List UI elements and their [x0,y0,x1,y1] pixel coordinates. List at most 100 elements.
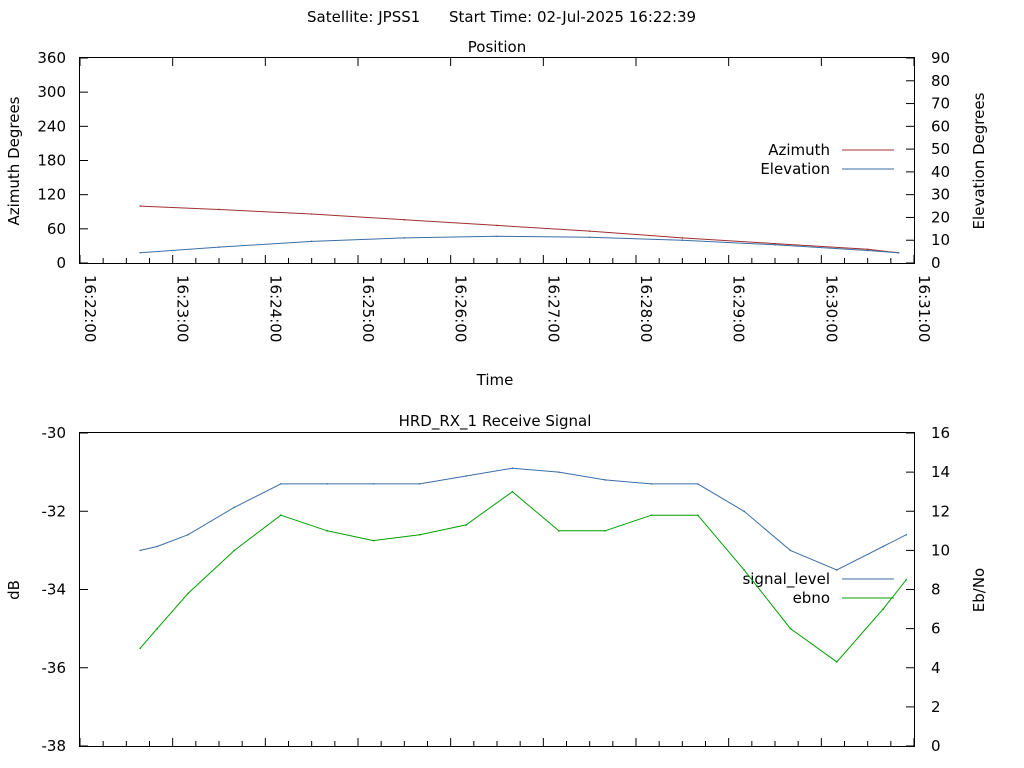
data-point [156,627,159,630]
y2-tick-label: 50 [931,140,950,158]
position-x-axis-label: Time [476,371,514,389]
y2-tick-label: 60 [931,117,950,135]
data-point [465,475,467,477]
data-point [774,243,776,246]
y2-tick-label: 0 [931,254,941,272]
y-tick-label: 360 [37,49,66,67]
y2-tick-label: 40 [931,163,950,181]
data-point [604,530,606,532]
data-point [774,242,776,245]
x-tick-label: 16:23:00 [174,275,192,342]
signal-y2-axis-label: Eb/No [970,568,988,612]
data-point [279,483,282,485]
y-tick-label: 240 [37,117,66,135]
data-point [218,208,220,211]
y2-tick-label: 70 [931,95,950,113]
data-point [496,235,498,238]
x-tick-label: 16:25:00 [359,275,377,342]
data-point [233,549,236,552]
data-point [326,530,328,532]
data-point [882,608,884,610]
data-point [588,230,591,232]
data-point [310,240,313,243]
data-point [372,539,375,542]
y2-tick-label: 90 [931,49,950,67]
position-y2-axis-label: Elevation Degrees [970,92,988,229]
data-point [557,530,560,532]
data-point [905,533,908,536]
signal-y-axis-label: dB [5,580,23,600]
y-tick-label: 0 [56,254,66,272]
y-tick-label: 120 [37,186,66,204]
data-point [511,490,514,493]
y-tick-label: 180 [37,152,66,170]
data-point [789,549,792,552]
data-point [866,249,869,252]
y2-tick-label: 6 [931,620,941,638]
data-point [789,627,792,630]
data-point [866,248,869,251]
data-point [372,483,375,485]
data-point [326,483,328,485]
data-point [187,592,189,595]
position-chart-title: Position [468,38,526,56]
y2-tick-label: 20 [931,208,950,226]
position-plot-frame [79,57,915,264]
data-point [650,514,653,516]
legend-label: signal_level [742,570,830,589]
data-point [681,239,684,242]
position-chart: Position Time Azimuth Degrees Elevation … [5,38,988,389]
start-time-label: Start Time: 02-Jul-2025 16:22:39 [449,8,696,26]
data-point [835,569,838,571]
data-point [650,483,653,485]
data-point [218,246,220,248]
y2-tick-label: 16 [931,424,950,442]
series-line-signal-level [140,467,907,571]
series-line-azimuth [140,205,899,254]
data-point [403,218,406,221]
x-tick-label: 16:28:00 [637,275,655,342]
signal-marks: -38 -36 -34 -32 -30 0 2 4 6 8 10 12 14 16 signal_level… [42,424,951,755]
data-point [511,467,514,470]
legend-label: ebno [793,589,830,607]
x-tick-label: 16:31:00 [915,275,933,342]
data-point [233,506,236,509]
data-point [743,569,745,571]
data-point [696,514,699,516]
y-tick-label: 300 [37,83,66,101]
data-point [882,545,884,548]
data-point [743,510,745,513]
y2-tick-label: 30 [931,186,950,204]
x-tick-label: 16:30:00 [822,275,840,342]
data-point [835,661,838,663]
y2-tick-label: 2 [931,698,941,716]
x-tick-label: 16:29:00 [730,275,748,342]
data-point [418,533,421,536]
data-point [681,237,684,239]
y-tick-label: -30 [42,424,67,442]
data-point [418,483,421,485]
y2-tick-label: 8 [931,581,941,599]
satellite-label: Satellite: JPSS1 [307,8,420,26]
x-tick-label: 16:24:00 [266,275,284,342]
series-line-elevation [140,235,899,254]
x-tick-label: 16:26:00 [452,275,470,342]
data-point [496,224,498,227]
legend-label: Elevation [760,160,830,178]
x-tick-label: 16:27:00 [544,275,562,342]
y2-tick-label: 10 [931,541,950,559]
position-y-axis-label: Azimuth Degrees [5,96,23,225]
receive-signal-chart: HRD_RX_1 Receive Signal dB Eb/No -38-36-… [5,412,988,755]
data-point [696,483,699,485]
signal-plot-frame [79,432,915,747]
position-marks: 0 60 120 180 240 300 360 0 10 20 30 40 50 60 70 80 90 16:… [37,49,950,342]
y-tick-label: 60 [47,220,66,238]
data-point [403,237,406,239]
x-tick-label: 16:22:00 [81,275,99,342]
data-point [279,514,282,516]
y2-tick-label: 10 [931,231,950,249]
data-point [156,545,159,548]
signal-chart-title: HRD_RX_1 Receive Signal [399,412,592,431]
y2-tick-label: 0 [931,737,941,755]
data-point [139,647,142,649]
